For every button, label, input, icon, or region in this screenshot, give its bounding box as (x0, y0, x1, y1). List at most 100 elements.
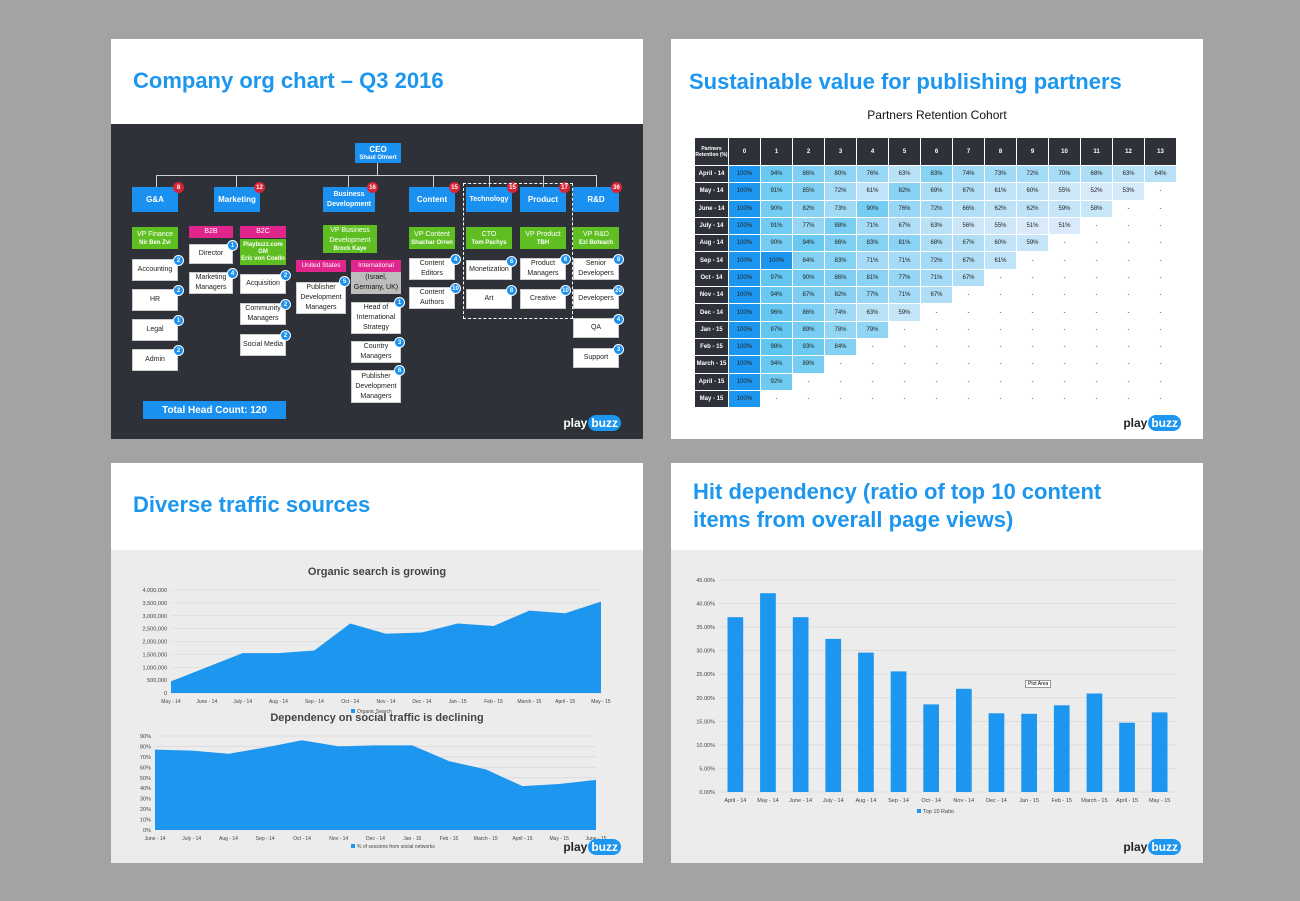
table-cell: 78% (824, 320, 857, 339)
role-label: Country Managers (360, 343, 392, 360)
role-admin: Admin (132, 349, 178, 371)
role-social-media: Social Media (240, 334, 286, 356)
connector-line (596, 175, 597, 187)
table-row: Dec - 14 100% 96% 86% 74% 63% 59% - - - - - - - - (694, 303, 1177, 322)
dept-count-badge: 12 (254, 182, 265, 193)
x-tick-label: April - 15 (512, 836, 532, 842)
role-label: Publisher Development Managers (355, 372, 397, 400)
org-chart-slide[interactable]: Company org chart – Q3 2016 CEO Shaul Ol… (111, 39, 643, 439)
dept-label: Marketing (218, 194, 256, 204)
table-row: May - 14 100% 91% 85% 72% 61% 82% 69% 67% 61% 60% 5… (694, 182, 1177, 201)
table-cell: - (1144, 182, 1177, 201)
x-tick-label: May - 14 (161, 699, 181, 705)
dept-count-badge: 17 (559, 182, 570, 193)
table-cell: 86% (824, 268, 857, 288)
corner-header: Partners Retention (%) (694, 137, 729, 166)
role-label: Publisher Development Managers (300, 284, 342, 311)
y-tick-label: 20% (140, 807, 151, 813)
table-cell: 59% (1048, 199, 1081, 218)
row-header: May - 14 (694, 182, 729, 201)
vp-bd-node: VP Business Development Brock Kaye (323, 225, 377, 253)
table-cell: - (792, 389, 825, 409)
column-header: 4 (856, 137, 889, 166)
y-tick-label: 30% (140, 797, 151, 803)
role-monetization: Monetization (466, 260, 512, 280)
role-count-badge: 20 (613, 285, 624, 296)
slide-title-line1: Hit dependency (ratio of top 10 content (693, 479, 1102, 504)
table-cell: - (1144, 303, 1177, 322)
table-row: Aug - 14 100% 90% 94% 86% 83% 81% 68% 67% 60% 59% -… (694, 234, 1177, 253)
table-cell: 85% (792, 182, 825, 201)
connector-line (156, 175, 596, 176)
table-cell: - (1048, 251, 1081, 270)
y-tick-label: 2,500,000 (143, 627, 167, 633)
dept-label: Technology (469, 195, 509, 203)
legend-label: Organic Search (357, 709, 392, 715)
bar (792, 617, 809, 792)
traffic-slide[interactable]: Diverse traffic sources Organic search i… (111, 463, 643, 863)
table-cell: - (1080, 372, 1113, 391)
table-header-row: Partners Retention (%) 0 1 2 3 4 5 6 7 8 9 10 11 12 13 (694, 137, 1177, 166)
table-cell: - (1144, 234, 1177, 253)
role-label: QA (590, 324, 602, 331)
table-cell: - (952, 372, 985, 391)
y-tick-label: 15.00% (696, 719, 715, 725)
role-count-badge: 2 (173, 285, 184, 296)
table-cell: - (1112, 320, 1145, 339)
y-tick-label: 80% (140, 744, 151, 750)
bar (1119, 722, 1135, 792)
series-area (171, 601, 601, 693)
x-tick-label: May - 15 (550, 836, 570, 842)
vp-name: Ezi Boteach (578, 239, 613, 246)
hit-dependency-slide[interactable]: Hit dependency (ratio of top 10 content … (671, 463, 1203, 863)
y-tick-label: 4,000,000 (143, 588, 167, 594)
table-cell: - (888, 320, 921, 339)
dept-label: G&A (146, 194, 164, 204)
column-header: 2 (792, 137, 825, 166)
role-us-pdm: Publisher Development Managers (296, 282, 346, 314)
dept-label: R&D (587, 194, 605, 204)
organic-search-chart: 4,000,000 3,500,000 3,000,000 2,500,000 2,00… (143, 588, 611, 715)
connector-line (543, 175, 544, 187)
dept-ga: G&A (132, 187, 178, 212)
table-cell: 94% (792, 234, 825, 253)
role-marketing-managers: Marketing Managers (189, 272, 233, 294)
region-label: (Israel, Germany, UK) (353, 274, 399, 291)
role-content-editors: Content Editors (409, 258, 455, 280)
table-cell: - (1016, 303, 1049, 322)
table-cell: 52% (1080, 182, 1113, 201)
table-cell: - (1016, 355, 1049, 374)
role-count-badge: 2 (280, 299, 291, 310)
bar (890, 671, 907, 792)
x-tick-label: Oct - 14 (341, 699, 359, 705)
role-label: Creative (529, 295, 557, 302)
table-cell: - (1144, 372, 1177, 391)
vp-product-node: VP Product TBH (520, 227, 566, 249)
bar (923, 704, 939, 792)
table-cell: 69% (920, 182, 953, 201)
bar (1021, 713, 1037, 792)
y-tick-label: 0.00% (699, 790, 715, 796)
table-cell: 84% (792, 251, 825, 270)
table-row: March - 15 100% 94% 89% - - - - - - - - - - - (694, 355, 1177, 374)
table-cell: 100% (728, 337, 761, 357)
y-tick-label: 10% (140, 818, 151, 824)
table-cell: - (920, 355, 953, 374)
logo-badge: buzz (588, 415, 621, 431)
table-cell: - (1080, 216, 1113, 236)
x-tick-label: Dec - 14 (986, 798, 1007, 804)
table-cell: 71% (920, 268, 953, 288)
x-tick-label: Feb - 15 (484, 699, 503, 705)
cohort-slide[interactable]: Sustainable value for publishing partner… (671, 39, 1203, 439)
logo-badge: buzz (588, 839, 621, 855)
x-tick-label: Nov - 14 (953, 798, 974, 804)
x-tick-label: Nov - 14 (329, 836, 348, 842)
y-tick-label: 2,000,000 (143, 640, 167, 646)
role-label: Content Editors (419, 260, 445, 277)
table-row: Oct - 14 100% 97% 90% 86% 81% 77% 71% 67% - - - - - - (694, 268, 1177, 288)
role-qa: QA (573, 318, 619, 338)
role-label: Art (484, 295, 494, 302)
column-header: 12 (1112, 137, 1145, 166)
table-cell: 98% (760, 337, 793, 357)
role-count-badge: 2 (173, 345, 184, 356)
